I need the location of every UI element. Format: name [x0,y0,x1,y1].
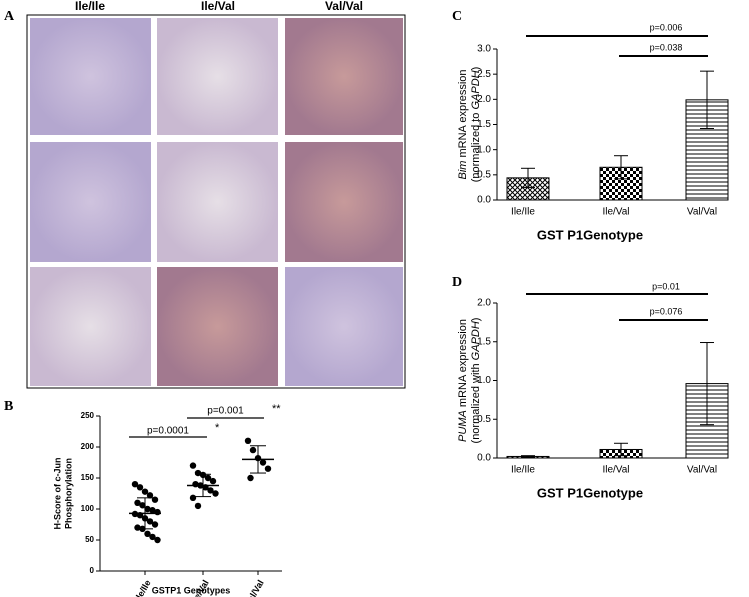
x-tick-label: Ile/Val [602,465,629,476]
y-tick-label: 0.0 [477,453,491,464]
column-label: Ile/Val [201,0,235,13]
x-tick-label: Ile/Ile [511,465,535,476]
y-tick-label: 1.0 [477,144,491,155]
micrograph [30,18,151,135]
column-label: Ile/Ile [75,0,105,13]
panel-letter: A [4,9,15,24]
significance-stars: * [215,422,220,434]
data-point [204,474,212,482]
micrograph [157,18,278,135]
x-tick-label: Val/Val [687,465,717,476]
y-tick-label: 2.0 [477,298,491,309]
micrograph [157,142,278,262]
data-point [212,490,219,497]
data-point [131,481,139,488]
data-point [189,462,197,469]
y-axis-label-part: mRNA expression [457,69,469,160]
panel-letter: B [4,399,13,414]
x-axis-label: GST P1Genotype [537,227,643,242]
y-tick-label: 3.0 [477,44,491,55]
y-tick-label: 0.5 [477,169,491,180]
p-value: p=0.006 [650,22,683,32]
y-tick-label: 50 [85,535,94,544]
data-point [154,536,161,544]
micrograph [30,267,151,386]
y-axis-label-part: (normalized with [470,360,482,443]
y-tick-label: 2.0 [477,94,491,105]
y-tick-label: 1.5 [477,119,491,130]
data-point [194,502,202,510]
y-tick-label: 150 [81,473,95,482]
y-axis-label: PUMA mRNA expression [457,319,469,442]
data-point [209,477,217,485]
y-tick-label: 2.5 [477,69,491,80]
y-axis-label: (normalized to GAPDH) [470,67,482,183]
data-point [144,505,151,513]
micrograph [285,18,403,135]
y-axis-label-part: GAPDH [470,70,482,109]
y-tick-label: 100 [81,504,95,513]
y-axis-label: H-Score of c-Jun [52,457,62,529]
y-axis-label-part: (normalized to [470,110,482,183]
micrograph [285,142,403,262]
data-point [141,488,149,495]
y-axis-label: (normalized with GAPDH) [470,318,482,444]
x-axis-label: GST P1Genotype [537,485,643,500]
data-point [146,518,154,525]
data-point [136,484,144,491]
data-point [207,487,214,494]
y-axis-label-part: GAPDH [470,321,482,360]
y-tick-label: 0.0 [477,195,491,206]
panel-letter: C [452,9,462,24]
x-tick-label: Val/Val [243,578,266,597]
data-point [149,533,156,541]
data-point [146,492,154,499]
y-tick-label: 1.0 [477,375,491,386]
data-point [139,502,146,509]
column-label: Val/Val [325,0,363,13]
y-tick-label: 0 [90,566,95,575]
data-point [189,494,197,502]
panel-letter: D [452,275,462,290]
y-axis-label-part: PUMA [457,410,469,442]
micrograph-grid [26,14,406,389]
y-tick-label: 250 [81,411,95,420]
y-axis-label-part: ) [470,318,482,322]
data-point [259,459,267,466]
p-value: p=0.038 [650,42,683,52]
p-value: p=0.0001 [147,426,189,437]
data-point [264,465,272,472]
p-value: p=0.076 [650,306,683,316]
p-value: p=0.01 [652,281,680,291]
y-axis-label: Phosphorylation [63,458,73,529]
data-point [154,508,161,516]
x-tick-label: Ile/Ile [133,578,153,597]
data-point [144,530,151,537]
y-axis-label-part: mRNA expression [457,319,469,410]
data-point [151,496,159,503]
y-tick-label: 1.5 [477,336,491,347]
x-tick-label: Ile/Ile [511,207,535,218]
micrograph [285,267,403,386]
data-point [244,437,252,444]
y-axis-label-part: Bim [457,161,469,180]
data-point [134,499,141,506]
x-tick-label: Val/Val [687,207,717,218]
micrograph [30,142,151,262]
significance-stars: ** [272,403,281,415]
y-tick-label: 200 [81,442,95,451]
p-value: p=0.001 [207,406,244,417]
y-tick-label: 0.5 [477,414,491,425]
data-point [151,521,159,528]
x-tick-label: Ile/Val [602,207,629,218]
x-axis-label: GSTP1 Genotypes [152,585,231,595]
data-point [247,474,254,482]
y-axis-label: Bim mRNA expression [457,69,469,179]
micrograph [157,267,278,386]
y-axis-label-part: ) [470,67,482,71]
data-point [149,507,156,514]
data-point [249,446,257,454]
